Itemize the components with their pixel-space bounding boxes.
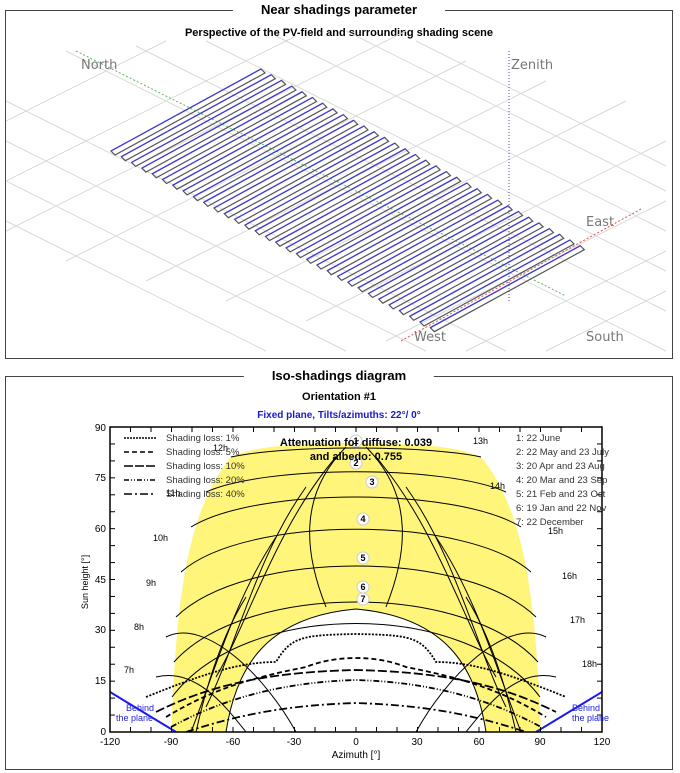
south-label: South xyxy=(586,330,624,345)
near-shadings-title: Near shadings parameter xyxy=(232,2,446,17)
east-west-axis xyxy=(400,208,642,342)
svg-text:8h: 8h xyxy=(134,622,144,632)
svg-text:14h: 14h xyxy=(490,481,505,491)
svg-text:the plane: the plane xyxy=(572,713,609,723)
ground-grid xyxy=(6,30,667,352)
svg-text:Shading loss: 40%: Shading loss: 40% xyxy=(166,489,245,500)
attenuation-albedo: and albedo: 0.755 xyxy=(310,451,402,463)
svg-text:17h: 17h xyxy=(570,615,585,625)
svg-text:Shading loss: 20%: Shading loss: 20% xyxy=(166,475,245,486)
plane-info: Fixed plane, Tilts/azimuths: 22°/ 0° xyxy=(257,410,421,421)
iso-shading-curves xyxy=(145,633,567,732)
hour-lines xyxy=(155,446,557,732)
svg-text:30: 30 xyxy=(95,625,107,636)
x-tick-labels: -120 -90 -60 -30 0 30 60 90 120 xyxy=(100,737,611,748)
svg-text:7h: 7h xyxy=(124,665,134,675)
east-label: East xyxy=(586,215,614,230)
svg-text:5: 21 Feb and 23 Oct: 5: 21 Feb and 23 Oct xyxy=(516,489,606,500)
svg-text:0: 0 xyxy=(100,727,106,738)
svg-text:6: 6 xyxy=(360,582,365,592)
svg-text:2: 22 May and 23 July: 2: 22 May and 23 July xyxy=(516,447,609,458)
behind-plane-right: Behind the plane xyxy=(572,703,609,723)
svg-text:45: 45 xyxy=(95,575,107,586)
svg-text:90: 90 xyxy=(534,737,546,748)
orientation-title: Orientation #1 xyxy=(302,391,376,403)
svg-text:5: 5 xyxy=(360,553,365,563)
svg-text:-120: -120 xyxy=(100,737,120,748)
svg-text:11h: 11h xyxy=(166,488,180,498)
svg-text:-60: -60 xyxy=(226,737,241,748)
y-tick-labels: 0 15 30 45 60 75 90 xyxy=(95,423,107,738)
svg-text:4: 20 Mar and 23 Sep: 4: 20 Mar and 23 Sep xyxy=(516,475,607,486)
iso-shadings-chart: 1 2 3 4 5 6 7 0 15 30 45 60 75 90 -120 -… xyxy=(80,423,611,761)
attenuation-diffuse: Attenuation for diffuse: 0.039 xyxy=(280,437,432,449)
behind-plane-line-left xyxy=(110,691,177,732)
north-label: North xyxy=(81,58,117,73)
svg-text:3: 20 Apr and 23 Aug: 3: 20 Apr and 23 Aug xyxy=(516,461,605,472)
pv-field-scene: North Zenith East West South xyxy=(6,30,667,352)
svg-text:10h: 10h xyxy=(153,533,168,543)
svg-text:Behind: Behind xyxy=(572,703,600,713)
loss-legend: Shading loss: 1% Shading loss: 5% Shadin… xyxy=(124,433,245,500)
y-axis-label: Sun height [°] xyxy=(80,555,90,609)
svg-text:6: 19 Jan and 22 Nov: 6: 19 Jan and 22 Nov xyxy=(516,503,607,514)
svg-text:12h: 12h xyxy=(213,443,228,453)
svg-text:1: 22 June: 1: 22 June xyxy=(516,433,560,444)
svg-text:120: 120 xyxy=(594,737,611,748)
svg-text:7: 7 xyxy=(360,594,365,604)
svg-text:30: 30 xyxy=(411,737,423,748)
dates-legend: 1: 22 June 2: 22 May and 23 July 3: 20 A… xyxy=(516,433,609,528)
svg-text:the plane: the plane xyxy=(116,713,153,723)
svg-text:18h: 18h xyxy=(582,659,597,669)
behind-plane-left: Behind the plane xyxy=(116,703,154,723)
west-label: West xyxy=(414,330,446,345)
hour-labels: 7h 8h 9h 10h 11h 12h 13h 14h 15h 16h 17h… xyxy=(124,436,597,675)
svg-text:Behind: Behind xyxy=(126,703,154,713)
svg-text:13h: 13h xyxy=(473,436,488,446)
svg-text:0: 0 xyxy=(353,737,359,748)
svg-text:Shading loss: 1%: Shading loss: 1% xyxy=(166,433,240,444)
iso-shadings-title: Iso-shadings diagram xyxy=(243,368,435,383)
svg-text:4: 4 xyxy=(360,514,365,524)
north-south-axis xyxy=(75,50,567,297)
pv-rows xyxy=(110,68,586,333)
svg-text:-90: -90 xyxy=(164,737,179,748)
iso-shadings-panel: Iso-shadings diagram Orientation #1 Fixe… xyxy=(5,368,673,770)
svg-text:-30: -30 xyxy=(287,737,302,748)
near-shadings-panel: Near shadings parameter Perspective of t… xyxy=(5,2,673,359)
svg-text:60: 60 xyxy=(95,524,107,535)
svg-text:Shading loss: 10%: Shading loss: 10% xyxy=(166,461,245,472)
svg-text:75: 75 xyxy=(95,473,107,484)
x-axis-label: Azimuth [°] xyxy=(332,750,381,761)
zenith-label: Zenith xyxy=(511,58,553,73)
svg-text:3: 3 xyxy=(369,477,374,487)
sun-paths xyxy=(171,447,541,698)
svg-text:60: 60 xyxy=(473,737,485,748)
svg-text:1: 1 xyxy=(353,436,358,446)
sun-zone xyxy=(171,443,541,732)
svg-text:Shading loss: 5%: Shading loss: 5% xyxy=(166,447,240,458)
svg-text:7: 22 December: 7: 22 December xyxy=(516,517,584,528)
scene-subtitle: Perspective of the PV-field and surround… xyxy=(184,27,494,39)
svg-text:90: 90 xyxy=(95,423,107,434)
behind-plane-line-right xyxy=(535,691,602,732)
svg-text:9h: 9h xyxy=(146,578,156,588)
svg-text:2: 2 xyxy=(353,458,358,468)
date-markers: 1 2 3 4 5 6 7 xyxy=(349,434,379,606)
svg-text:16h: 16h xyxy=(562,571,577,581)
svg-text:15h: 15h xyxy=(548,526,563,536)
svg-text:15: 15 xyxy=(95,676,107,687)
